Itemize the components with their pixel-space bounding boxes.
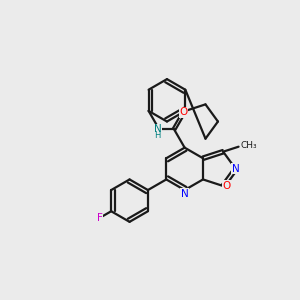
Text: N: N [154,124,162,134]
Text: H: H [154,131,161,140]
Text: N: N [181,189,188,199]
Text: O: O [223,181,231,191]
Text: O: O [179,107,188,117]
Text: F: F [97,213,103,223]
Text: CH₃: CH₃ [241,141,257,150]
Text: N: N [232,164,239,174]
